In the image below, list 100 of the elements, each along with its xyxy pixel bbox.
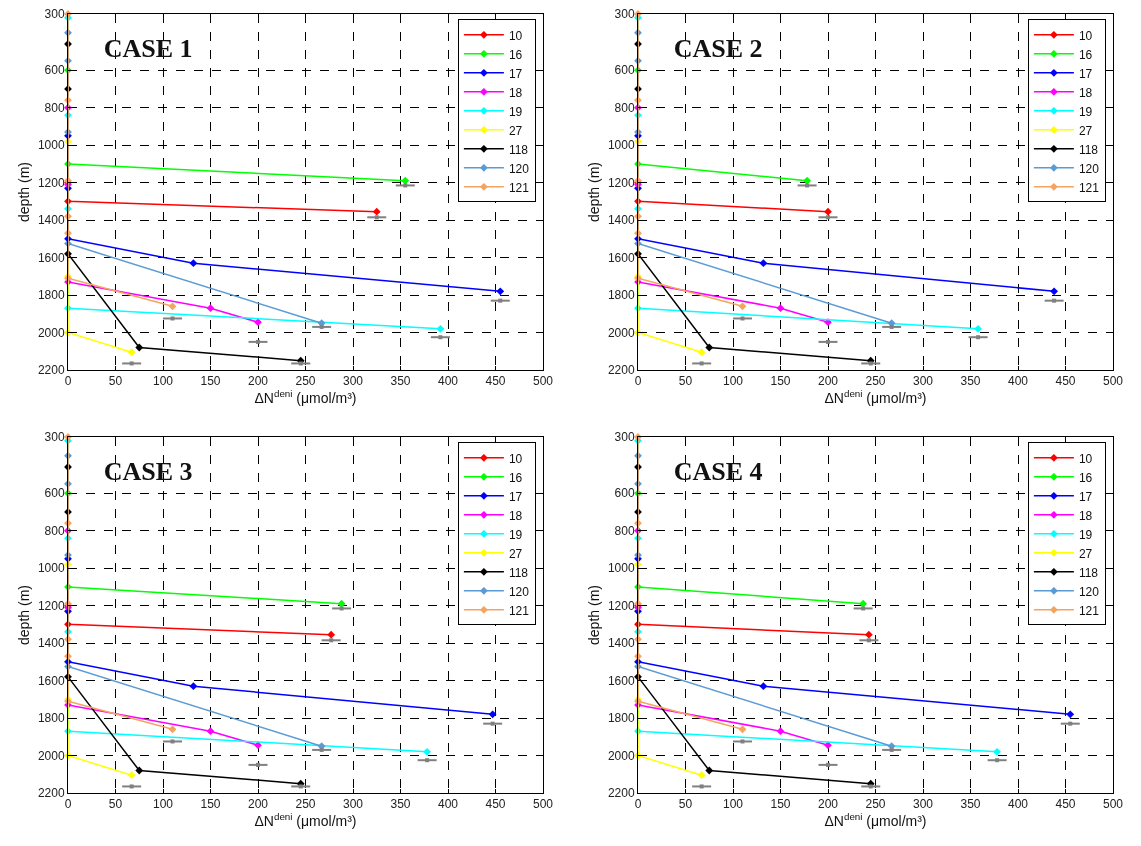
legend-label: 18 [1078,508,1093,523]
x-tick-label: 450 [485,374,506,389]
y-tick-label: 1800 [607,288,635,303]
legend-label: 27 [1078,546,1093,561]
x-axis-title: ΔN$^{deni}$ (μmol/m³) [254,388,357,407]
y-tick-label: 1800 [37,711,65,726]
y-tick-label: 1200 [37,598,65,613]
x-tick-label: 300 [912,797,934,812]
y-tick-label: 600 [44,486,65,501]
legend-label: 27 [508,123,523,138]
legend-label: 16 [1078,470,1093,485]
x-tick-label: 500 [1102,797,1124,812]
legend-label: 10 [508,451,523,466]
legend-label: 27 [1078,123,1093,138]
y-tick-label: 1200 [607,175,635,190]
legend-label: 17 [508,489,523,504]
x-axis-title: ΔN$^{deni}$ (μmol/m³) [824,388,927,407]
x-tick-label: 100 [152,374,174,389]
legend-label: 118 [508,565,529,580]
y-tick-label: 1400 [37,636,65,651]
legend-label: 16 [1078,47,1093,62]
legend-label: 18 [508,85,523,100]
y-tick-label: 2000 [37,748,65,763]
x-tick-label: 250 [295,374,316,389]
legend-label: 120 [1078,161,1100,176]
y-tick-label: 2000 [37,325,65,340]
legend-label: 17 [508,66,523,81]
x-tick-label: 350 [960,374,981,389]
y-tick-label: 1400 [607,213,635,228]
text: CASE 2 [673,34,763,64]
y-axis-title: depth (m) [586,162,603,222]
x-tick-label: 150 [200,797,221,812]
text: CASE 4 [673,457,763,487]
y-tick-label: 800 [44,100,65,115]
y-tick-label: 2200 [607,786,635,801]
legend-label: 120 [508,584,530,599]
y-tick-label: 300 [44,7,65,22]
y-tick-label: 1600 [607,673,635,688]
x-axis-title: ΔN$^{deni}$ (μmol/m³) [824,811,927,830]
x-tick-label: 250 [295,797,316,812]
y-axis-title: depth (m) [16,585,33,645]
y-tick-label: 1400 [37,213,65,228]
y-axis-title: depth (m) [586,585,603,645]
x-tick-label: 450 [1055,374,1076,389]
legend-label: 18 [508,508,523,523]
y-tick-label: 1600 [37,673,65,688]
legend-label: 19 [508,104,523,119]
x-tick-label: 0 [634,797,642,812]
text: CASE 1 [103,34,193,64]
y-tick-label: 600 [44,63,65,78]
x-tick-label: 50 [108,374,123,389]
x-tick-label: 0 [64,374,72,389]
x-tick-label: 250 [865,797,886,812]
x-axis-title: ΔN$^{deni}$ (μmol/m³) [254,811,357,830]
legend-label: 121 [508,180,530,195]
y-tick-label: 300 [614,430,635,445]
x-tick-label: 100 [722,374,744,389]
x-tick-label: 100 [152,797,174,812]
y-tick-label: 2000 [607,748,635,763]
y-tick-label: 1800 [607,711,635,726]
x-tick-label: 500 [1102,374,1124,389]
legend-label: 19 [1078,104,1093,119]
y-tick-label: 300 [44,430,65,445]
legend-label: 120 [508,161,530,176]
x-tick-label: 150 [770,374,791,389]
x-tick-label: 50 [678,374,693,389]
x-tick-label: 300 [912,374,934,389]
y-tick-label: 2000 [607,325,635,340]
y-tick-label: 1000 [37,138,65,153]
x-tick-label: 150 [200,374,221,389]
y-tick-label: 800 [614,100,635,115]
x-tick-label: 500 [532,797,554,812]
x-tick-label: 0 [634,374,642,389]
x-tick-label: 200 [817,374,839,389]
y-tick-label: 2200 [37,363,65,378]
legend-label: 118 [1078,565,1099,580]
y-axis-title: depth (m) [16,162,33,222]
legend-label: 17 [1078,489,1093,504]
legend-label: 120 [1078,584,1100,599]
x-tick-label: 350 [960,797,981,812]
legend-label: 121 [508,603,530,618]
x-tick-label: 150 [770,797,791,812]
x-tick-label: 450 [1055,797,1076,812]
legend-label: 19 [1078,527,1093,542]
y-tick-label: 600 [614,486,635,501]
x-tick-label: 500 [532,374,554,389]
y-tick-label: 800 [614,523,635,538]
x-tick-label: 400 [437,374,459,389]
legend-label: 16 [508,470,523,485]
legend-label: 16 [508,47,523,62]
x-tick-label: 300 [342,374,364,389]
x-tick-label: 200 [247,797,269,812]
x-tick-label: 250 [865,374,886,389]
x-tick-label: 450 [485,797,506,812]
y-tick-label: 800 [44,523,65,538]
legend-label: 121 [1078,180,1100,195]
y-tick-label: 1000 [607,138,635,153]
y-tick-label: 2200 [607,363,635,378]
x-tick-label: 50 [678,797,693,812]
x-tick-label: 300 [342,797,364,812]
